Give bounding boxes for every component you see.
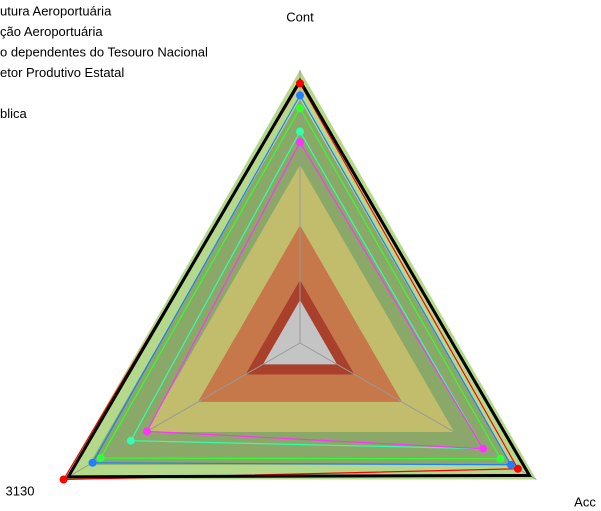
legend-entry: etor Produtivo Estatal [0, 65, 124, 80]
series-line [146, 141, 485, 450]
series-line [65, 77, 533, 479]
marker [59, 475, 68, 484]
legend-entry: ção Aeroportuária [0, 24, 103, 39]
axis-spoke [299, 342, 537, 480]
marker [496, 454, 505, 463]
marker [479, 444, 488, 453]
marker [296, 138, 304, 147]
series-line [91, 94, 512, 466]
series-line [129, 130, 485, 450]
marker [143, 427, 152, 436]
legend-entry: utura Aeroportuária [0, 3, 112, 18]
marker [126, 436, 135, 445]
legend-entry: blica [0, 106, 28, 121]
axis-label: Acc [574, 494, 596, 509]
marker [296, 91, 304, 100]
legend-entry: o dependentes do Tesouro Nacional [0, 44, 208, 59]
marker [513, 464, 522, 473]
axis-label: Cont [286, 9, 314, 24]
marker [96, 454, 105, 463]
axis-label: 3130 [6, 483, 35, 498]
marker [506, 460, 515, 469]
marker [296, 104, 304, 113]
marker [296, 79, 304, 88]
marker [88, 458, 97, 467]
marker [296, 127, 304, 136]
series-line [99, 107, 502, 460]
